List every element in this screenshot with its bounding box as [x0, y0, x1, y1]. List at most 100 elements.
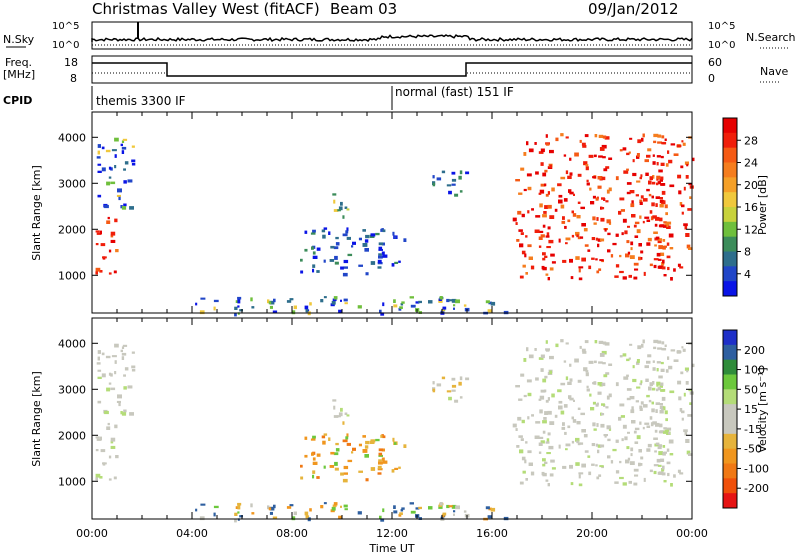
velocity-cell [588, 471, 592, 476]
power-cell [636, 155, 640, 159]
velocity-cell [581, 429, 586, 433]
power-cell [213, 306, 216, 311]
power-cell [382, 229, 386, 233]
power-cell [538, 230, 544, 233]
velocity-cell [680, 371, 684, 375]
power-cell [565, 136, 569, 139]
velocity-cell [96, 438, 102, 441]
power-cell [113, 270, 117, 274]
velocity-cell [628, 480, 632, 484]
velocity-cell [338, 515, 342, 520]
power-cell [520, 167, 525, 171]
power-cell [630, 241, 634, 246]
velocity-cell [108, 455, 112, 459]
power-cell [95, 271, 98, 275]
velocity-cell [547, 397, 550, 401]
velocity-cell [592, 422, 596, 427]
velocity-cell [485, 506, 490, 510]
power-cell [312, 229, 316, 233]
velocity-cell [603, 374, 608, 378]
power-cell [515, 179, 520, 182]
power-cell [237, 296, 242, 300]
power-cell [592, 176, 597, 179]
velocity-cell [653, 346, 657, 350]
x-tick-label: 20:00 [576, 527, 608, 540]
velocity-cell [629, 461, 635, 465]
power-cell [659, 197, 663, 200]
power-cell [670, 277, 673, 281]
power-cell [603, 168, 608, 172]
velocity-cell [364, 454, 369, 458]
velocity-cell [304, 511, 309, 516]
velocity-cell [334, 467, 339, 471]
velocity-cell [542, 430, 546, 434]
velocity-cell [562, 422, 565, 426]
power-cell [548, 239, 554, 244]
velocity-cell [636, 435, 641, 440]
velocity-cell [661, 468, 665, 472]
power-cell [542, 252, 546, 256]
velocity-cell [653, 339, 659, 344]
power-cell [522, 264, 526, 268]
power-cell [643, 198, 648, 202]
velocity-cell [659, 409, 664, 414]
velocity-cell [661, 472, 666, 476]
velocity-cell [661, 408, 664, 411]
velocity-cell [583, 367, 588, 372]
power-cell [662, 245, 666, 250]
velocity-cell [342, 439, 348, 443]
velocity-cell [652, 421, 657, 425]
power-cell [576, 215, 581, 219]
velocity-cell [300, 476, 304, 480]
power-cell [95, 267, 101, 272]
power-cell [309, 302, 312, 306]
power-cell [392, 231, 395, 236]
velocity-cell [591, 443, 596, 447]
velocity-cell [410, 510, 416, 514]
power-cell [551, 261, 556, 264]
power-cell [571, 210, 574, 214]
velocity-cell [558, 400, 563, 404]
power-cell [658, 224, 664, 228]
velocity-cell [567, 425, 571, 429]
power-cell [545, 273, 549, 276]
power-cell [114, 165, 117, 169]
power-cell [97, 194, 102, 198]
power-cell [658, 169, 663, 173]
power-cell [630, 203, 635, 208]
power-cell [663, 225, 667, 228]
velocity-cell [655, 409, 658, 413]
velocity-cell [446, 504, 450, 509]
velocity-cell [362, 449, 368, 453]
y-tick-label: 2000 [58, 429, 86, 442]
velocity-cell [664, 429, 670, 433]
power-cell [599, 259, 604, 262]
velocity-cell [237, 505, 241, 510]
velocity-cell [428, 506, 433, 510]
velocity-cell [312, 474, 315, 479]
power-cell [583, 228, 588, 232]
velocity-cell [343, 465, 349, 470]
power-cell [652, 154, 655, 157]
velocity-cell [590, 407, 595, 411]
power-cell [269, 300, 275, 305]
velocity-cell [644, 422, 650, 425]
power-cell [108, 249, 112, 253]
velocity-cell [650, 422, 654, 427]
power-cell [333, 246, 339, 250]
power-cell [485, 300, 490, 304]
power-cell [344, 302, 348, 305]
power-cell [660, 176, 664, 180]
velocity-cell [665, 418, 668, 422]
velocity-cell [545, 479, 549, 482]
velocity-cell [312, 457, 316, 461]
power-cell [199, 310, 205, 315]
power-cell [451, 171, 456, 175]
power-cell [105, 149, 111, 153]
velocity-cell [581, 463, 586, 468]
power-cell [131, 145, 135, 148]
power-cell [651, 181, 656, 185]
velocity-cell [633, 468, 639, 472]
x-tick-label: 12:00 [376, 527, 408, 540]
velocity-cell [237, 511, 240, 514]
